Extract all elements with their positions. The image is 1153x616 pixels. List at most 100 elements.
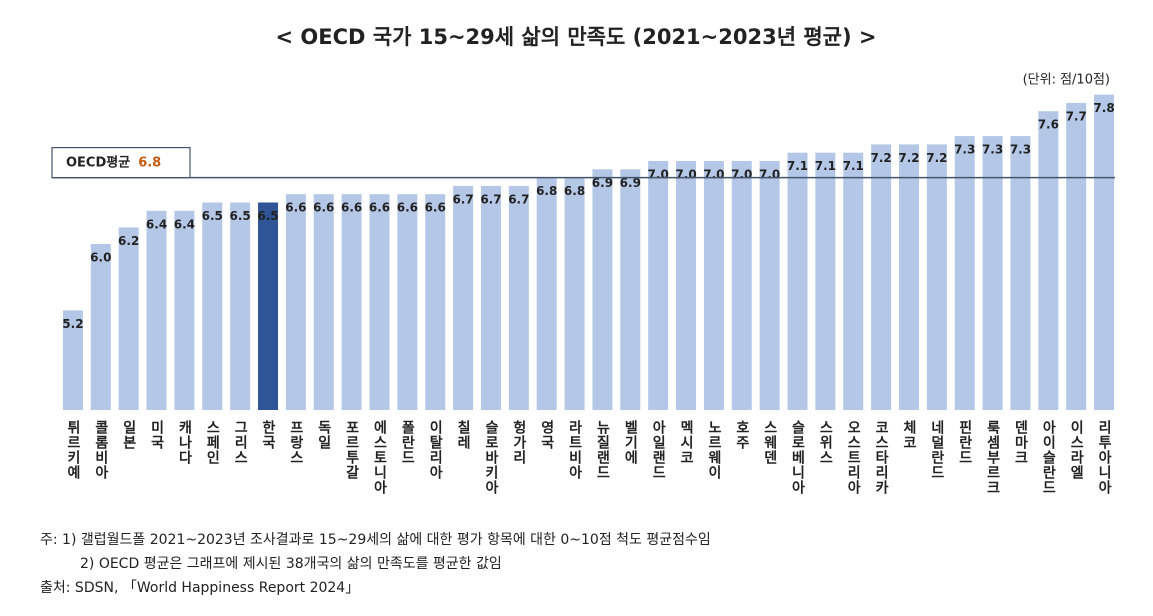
- value-label: 6.6: [341, 201, 362, 215]
- unit-label: (단위: 점/10점): [1023, 73, 1110, 88]
- x-tick-label: 멕시코: [678, 419, 694, 465]
- bar: [508, 185, 529, 410]
- value-label: 6.9: [592, 176, 613, 190]
- value-label: 5.2: [62, 317, 83, 331]
- value-label: 7.0: [648, 168, 669, 182]
- value-label: 6.2: [118, 234, 139, 248]
- x-tick-label: 영국: [539, 419, 555, 450]
- bar: [843, 152, 864, 410]
- bar: [90, 244, 111, 410]
- reference-label: OECD평균 6.8: [66, 154, 161, 170]
- x-tick-label: 콜롬비아: [93, 420, 109, 480]
- bar: [174, 210, 195, 410]
- bar: [258, 202, 279, 410]
- value-label: 7.0: [731, 168, 752, 182]
- x-tick-label: 헝가리: [511, 419, 527, 465]
- value-label: 6.7: [480, 192, 501, 206]
- bar: [230, 202, 251, 410]
- source: 출처: SDSN, 「World Happiness Report 2024」: [40, 580, 359, 596]
- value-label: 7.0: [675, 168, 696, 182]
- x-tick-label: 벨기에: [622, 420, 638, 465]
- bar: [926, 144, 947, 410]
- x-tick-label: 프랑스: [288, 420, 304, 465]
- x-tick-label: 리투아니아: [1096, 420, 1112, 495]
- reference-value: 6.8: [138, 155, 161, 170]
- x-tick-label: 아이슬란드: [1040, 419, 1056, 495]
- x-tick-label: 슬로바키아: [483, 420, 499, 495]
- value-label: 6.7: [452, 192, 473, 206]
- bar: [146, 210, 167, 410]
- value-label: 6.6: [313, 201, 334, 215]
- bar: [731, 161, 752, 410]
- bar: [453, 185, 474, 410]
- value-label: 6.5: [257, 209, 278, 223]
- bar: [1066, 102, 1087, 411]
- reference-box: [51, 147, 191, 179]
- value-label: 6.5: [202, 209, 223, 223]
- x-tick-label: 덴마크: [1012, 420, 1028, 465]
- bar: [564, 177, 585, 410]
- x-tick-label: 룩셈부르크: [985, 420, 1001, 495]
- x-tick-label: 라트비아: [567, 420, 583, 480]
- value-label: 7.3: [982, 143, 1003, 157]
- x-tick-label: 포르투갈: [344, 420, 360, 480]
- bar: [313, 194, 334, 410]
- value-label: 6.9: [620, 176, 641, 190]
- bar: [369, 194, 390, 410]
- value-label: 7.0: [703, 168, 724, 182]
- value-label: 6.4: [146, 217, 167, 231]
- value-label: 7.0: [759, 168, 780, 182]
- bar: [592, 169, 613, 410]
- value-label: 7.2: [898, 151, 919, 165]
- bar: [62, 310, 83, 410]
- value-label: 7.6: [1038, 118, 1059, 132]
- value-label: 6.6: [285, 201, 306, 215]
- bar: [676, 161, 697, 410]
- x-tick-label: 폴란드: [399, 420, 415, 465]
- x-tick-label: 캐나다: [176, 420, 192, 465]
- value-label: 6.7: [508, 192, 529, 206]
- x-tick-label: 에스토니아: [371, 420, 387, 495]
- x-tick-label: 미국: [149, 420, 165, 450]
- bar: [397, 194, 418, 410]
- value-label: 7.8: [1093, 101, 1114, 115]
- bar: [620, 169, 641, 410]
- value-label: 6.0: [90, 251, 111, 265]
- x-tick-label: 오스트리아: [845, 420, 861, 495]
- value-label: 6.4: [174, 217, 195, 231]
- value-label: 7.3: [1010, 143, 1031, 157]
- bar: [202, 202, 223, 410]
- bar: [815, 152, 836, 410]
- reference-label-text: OECD평균: [66, 154, 130, 170]
- bar: [703, 161, 724, 410]
- value-label: 7.1: [787, 159, 808, 173]
- value-label: 6.8: [536, 184, 557, 198]
- x-tick-label: 핀란드: [957, 420, 973, 465]
- bar: [480, 185, 501, 410]
- bar: [787, 152, 808, 410]
- value-label: 6.6: [397, 201, 418, 215]
- x-tick-label: 스페인: [204, 420, 220, 465]
- bar: [1010, 136, 1031, 410]
- value-label: 6.6: [425, 201, 446, 215]
- chart-title: < OECD 국가 15~29세 삶의 만족도 (2021~2023년 평균) …: [276, 25, 877, 49]
- bar: [648, 161, 669, 410]
- value-label: 6.6: [369, 201, 390, 215]
- x-tick-label: 노르웨이: [706, 420, 722, 480]
- note: 주: 1) 갤럽월드폴 2021~2023년 조사결과로 15~29세의 삶에 …: [40, 532, 711, 548]
- x-tick-label: 코스타리카: [873, 420, 889, 495]
- x-tick-label: 스웨덴: [762, 420, 778, 465]
- bar: [871, 144, 892, 410]
- x-tick-label: 그리스: [232, 420, 248, 465]
- x-tick-label: 일본: [121, 420, 137, 450]
- value-label: 7.2: [870, 151, 891, 165]
- x-tick-label: 스위스: [817, 420, 833, 465]
- x-tick-label: 체코: [901, 420, 917, 450]
- x-tick-label: 뉴질랜드: [594, 420, 610, 480]
- value-label: 7.1: [815, 159, 836, 173]
- value-label: 6.8: [564, 184, 585, 198]
- bar: [982, 136, 1003, 410]
- x-tick-label: 슬로베니아: [790, 420, 806, 495]
- x-tick-label: 호주: [734, 420, 750, 450]
- x-tick-label: 이탈리아: [427, 419, 443, 480]
